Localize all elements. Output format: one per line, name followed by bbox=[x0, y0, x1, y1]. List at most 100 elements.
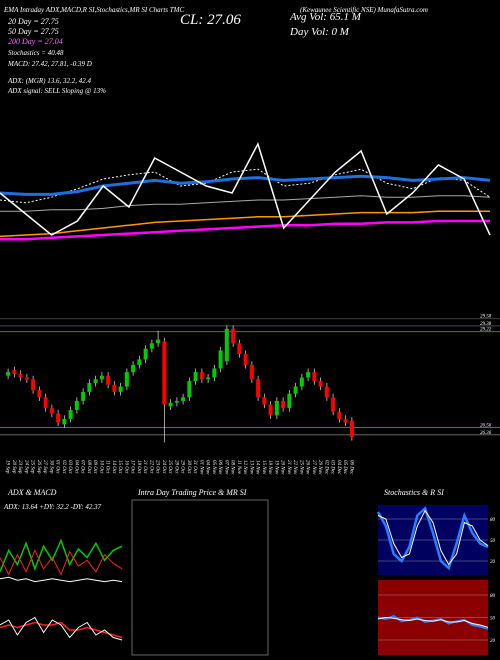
y-tick-label: 50 bbox=[490, 539, 496, 544]
x-tick-label: 02 Oct bbox=[61, 460, 66, 474]
ma200: 200 Day = 27.04 bbox=[8, 37, 63, 46]
x-tick-label: 04 Oct bbox=[73, 460, 78, 474]
candle-body bbox=[174, 400, 179, 403]
panel-frame bbox=[131, 499, 269, 656]
candle-body bbox=[224, 328, 229, 362]
candle-body bbox=[49, 408, 54, 414]
candle-body bbox=[331, 397, 336, 412]
series-line bbox=[0, 576, 123, 583]
x-tick-label: 20 Nov bbox=[280, 460, 285, 475]
series-line bbox=[377, 614, 489, 630]
candle-body bbox=[268, 404, 273, 416]
x-tick-label: 27 Sep bbox=[42, 460, 47, 474]
series-line bbox=[377, 616, 489, 628]
x-tick-label: 25 Oct bbox=[167, 460, 172, 474]
candle-body bbox=[31, 379, 36, 391]
series-line bbox=[0, 219, 490, 241]
candle-body bbox=[74, 400, 79, 410]
candle-body bbox=[349, 420, 354, 437]
candle-body bbox=[337, 411, 342, 419]
x-tick-label: 09 Oct bbox=[92, 460, 97, 474]
candle-body bbox=[87, 382, 92, 392]
candle-body bbox=[231, 328, 236, 344]
x-tick-label: 04 Nov bbox=[205, 460, 210, 475]
x-tick-label: 04 Dec bbox=[336, 460, 341, 475]
x-tick-label: 05 Nov bbox=[211, 460, 216, 475]
x-tick-label: 07 Nov bbox=[223, 460, 228, 475]
x-tick-label: 30 Sep bbox=[48, 460, 53, 474]
candle-body bbox=[162, 341, 167, 405]
y-tick-label: 26.56 bbox=[480, 424, 492, 429]
x-tick-label: 21 Oct bbox=[142, 460, 147, 474]
series-line bbox=[376, 506, 489, 571]
x-tick-label: 11 Oct bbox=[105, 460, 110, 474]
series-line bbox=[0, 142, 491, 236]
candle-body bbox=[24, 377, 29, 380]
ma20: 20 Day = 27.75 bbox=[8, 17, 59, 26]
candle-body bbox=[293, 386, 298, 394]
x-tick-label: 15 Oct bbox=[117, 460, 122, 474]
x-tick-label: 17 Oct bbox=[130, 460, 135, 474]
candle-body bbox=[143, 348, 148, 360]
x-tick-label: 06 Nov bbox=[217, 460, 222, 475]
x-tick-label: 18 Oct bbox=[136, 460, 141, 474]
x-tick-label: 01 Nov bbox=[198, 460, 203, 475]
x-tick-label: 15 Nov bbox=[261, 460, 266, 475]
x-tick-label: 06 Dec bbox=[348, 460, 353, 475]
x-tick-label: 18 Nov bbox=[267, 460, 272, 475]
candle-body bbox=[199, 372, 204, 380]
x-tick-label: 05 Dec bbox=[342, 460, 347, 475]
y-tick-label: 50 bbox=[490, 617, 496, 622]
candle-body bbox=[93, 379, 98, 383]
candle-body bbox=[249, 364, 254, 380]
candle-body bbox=[62, 418, 67, 425]
x-tick-label: 20 Sep bbox=[11, 460, 16, 474]
avg-vol: Avg Vol: 65.1 M bbox=[289, 11, 362, 23]
candle-body bbox=[343, 418, 348, 423]
x-tick-label: 31 Oct bbox=[192, 460, 197, 474]
candle-body bbox=[6, 372, 11, 376]
candle-body bbox=[124, 372, 129, 387]
x-tick-label: 23 Sep bbox=[17, 460, 22, 474]
series-line bbox=[0, 538, 123, 572]
x-tick-label: 03 Dec bbox=[330, 460, 335, 475]
y-tick-label: 29.22 bbox=[480, 328, 492, 333]
candle-body bbox=[137, 359, 142, 365]
x-tick-label: 29 Oct bbox=[180, 460, 185, 474]
x-tick-label: 14 Nov bbox=[255, 460, 260, 475]
candle-body bbox=[37, 390, 42, 398]
x-tick-label: 27 Nov bbox=[311, 460, 316, 475]
series-line bbox=[0, 549, 123, 576]
candle-body bbox=[106, 375, 111, 385]
candle-body bbox=[131, 364, 136, 373]
candle-body bbox=[12, 370, 17, 374]
candle-body bbox=[281, 400, 286, 409]
candle-body bbox=[56, 413, 61, 423]
candle-body bbox=[306, 372, 311, 378]
y-tick-label: 80 bbox=[490, 594, 496, 599]
candle-body bbox=[149, 343, 154, 349]
x-tick-label: 19 Sep bbox=[5, 460, 10, 474]
x-tick-label: 13 Nov bbox=[248, 460, 253, 475]
y-tick-label: 26.36 bbox=[480, 431, 492, 436]
x-tick-label: 26 Sep bbox=[36, 460, 41, 474]
candle-body bbox=[318, 381, 323, 387]
x-tick-label: 22 Oct bbox=[148, 460, 153, 474]
stoch: Stochastics = 40.48 bbox=[8, 49, 64, 57]
x-tick-label: 16 Oct bbox=[123, 460, 128, 474]
panel-title: Stochastics & R SI bbox=[384, 488, 444, 497]
adx: ADX: (MGR) 13.6, 32.2, 42.4 bbox=[7, 77, 92, 85]
x-tick-label: 02 Dec bbox=[323, 460, 328, 475]
ma50: 50 Day = 27.75 bbox=[8, 27, 59, 36]
y-tick-label: 80 bbox=[490, 518, 496, 523]
x-tick-label: 22 Nov bbox=[292, 460, 297, 475]
x-tick-label: 07 Oct bbox=[80, 460, 85, 474]
day-vol: Day Vol: 0 M bbox=[289, 26, 350, 38]
candle-body bbox=[237, 343, 242, 355]
x-tick-label: 24 Oct bbox=[161, 460, 166, 474]
x-tick-label: 10 Oct bbox=[98, 460, 103, 474]
company: (Kewaunee Scientific NSE) MunafaSutra.co… bbox=[300, 6, 428, 14]
candle-body bbox=[187, 381, 192, 398]
candle-body bbox=[274, 400, 279, 416]
candle-body bbox=[18, 373, 23, 378]
